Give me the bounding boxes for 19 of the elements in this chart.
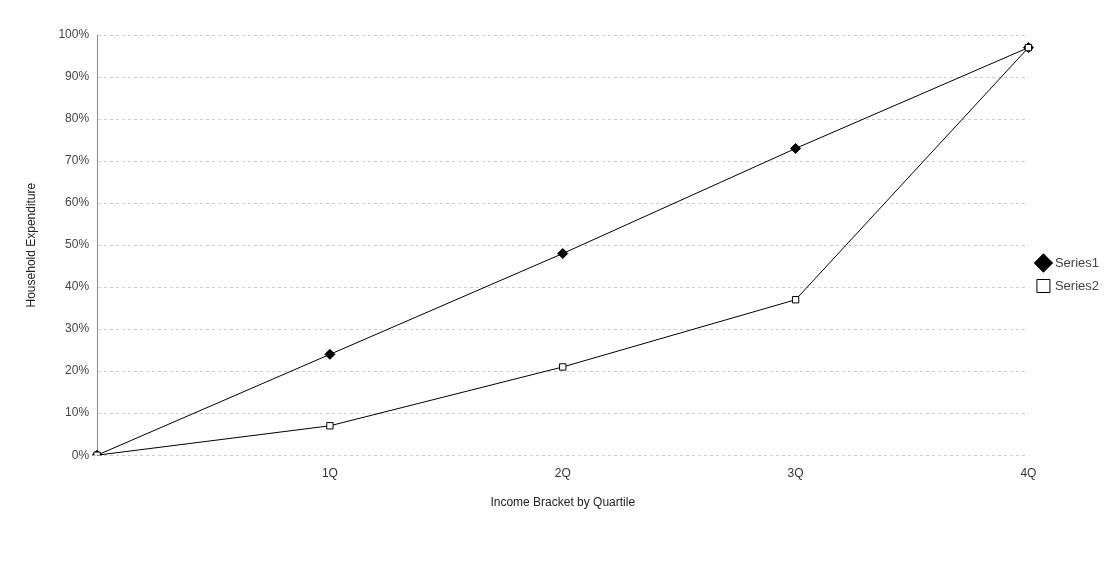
y-tick-label: 10% <box>65 405 90 420</box>
legend-label: Series1 <box>1054 254 1099 270</box>
x-axis-title: Income Bracket by Quartile <box>490 495 636 510</box>
y-tick-label: 80% <box>65 111 90 126</box>
y-tick-label: 0% <box>71 447 90 462</box>
y-tick-label: 20% <box>65 363 90 378</box>
y-tick-label: 100% <box>58 27 90 42</box>
y-tick-label: 30% <box>65 321 90 336</box>
x-tick-label: 1Q <box>321 465 338 480</box>
x-tick-label: 4Q <box>1020 465 1037 480</box>
y-tick-label: 60% <box>65 195 90 210</box>
y-tick-label: 50% <box>65 237 90 252</box>
y-tick-label: 40% <box>65 279 90 294</box>
x-tick-label: 2Q <box>554 465 571 480</box>
x-tick-label: 3Q <box>787 465 804 480</box>
legend-label: Series2 <box>1054 277 1099 293</box>
y-tick-label: 70% <box>65 153 90 168</box>
y-tick-label: 90% <box>65 69 90 84</box>
y-axis-title: Household Expenditure <box>23 182 38 308</box>
